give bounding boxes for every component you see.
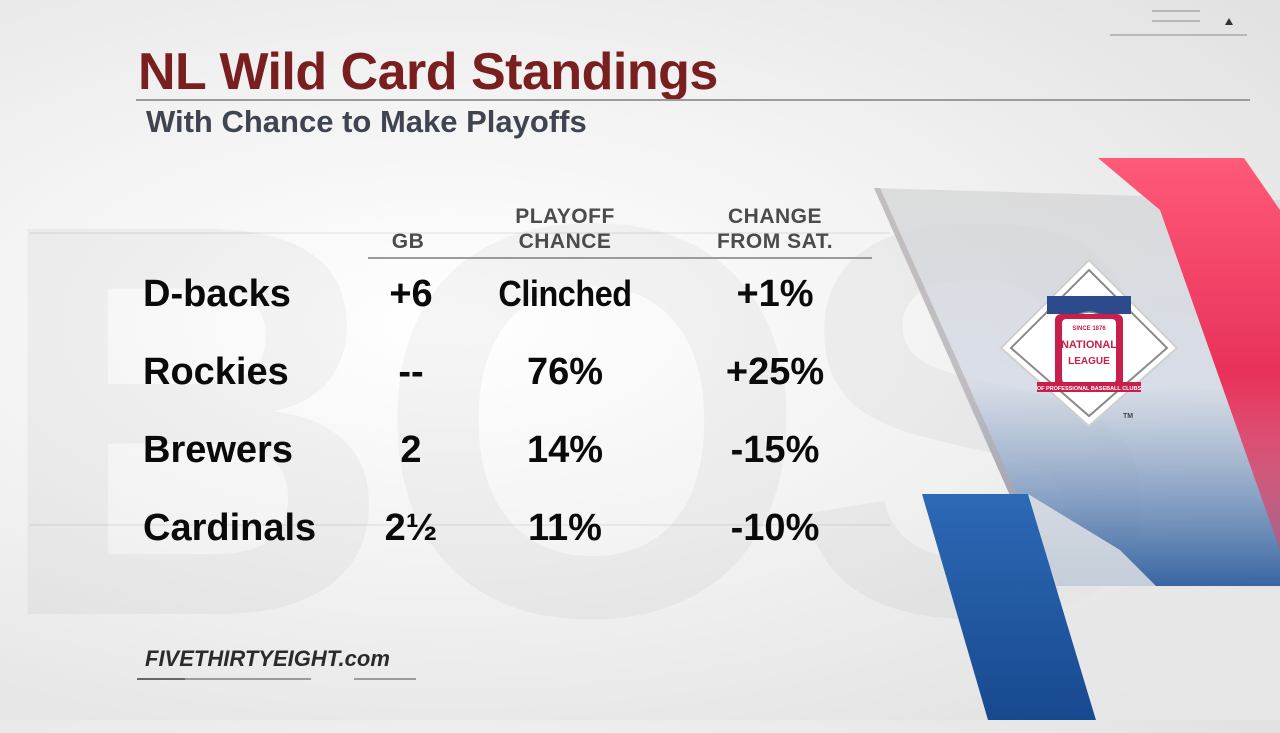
playoff-chance: 14% — [526, 429, 604, 471]
logo-tm-text: TM — [1123, 413, 1133, 420]
team-name: Rockies — [143, 351, 289, 393]
games-back: 2½ — [384, 507, 438, 549]
games-back: +6 — [389, 273, 433, 315]
header-divider — [368, 257, 872, 259]
change-from-sat: +25% — [725, 351, 825, 393]
playoff-chance: 76% — [526, 351, 604, 393]
title-divider — [136, 99, 1250, 101]
playoff-chance: Clinched — [498, 273, 632, 314]
logo-clubs-text: OF PROFESSIONAL BASEBALL CLUBS — [1037, 386, 1142, 392]
menu-icon[interactable] — [1152, 10, 1200, 30]
table-row: Rockies -- 76% +25% — [0, 342, 900, 402]
column-header-change-line2: FROM SAT. — [716, 230, 834, 253]
column-header-gb: GB — [368, 229, 448, 254]
top-divider — [1110, 34, 1247, 36]
triangle-up-icon — [1225, 18, 1233, 25]
column-header-gb-line1: GB — [391, 230, 425, 253]
games-back: -- — [398, 351, 424, 393]
logo-league-text: LEAGUE — [1068, 356, 1110, 367]
change-from-sat: +1% — [736, 273, 814, 315]
table-row: D-backs +6 Clinched +1% — [0, 264, 900, 324]
column-header-change-line1: CHANGE — [727, 205, 822, 228]
logo-national-text: NATIONAL — [1061, 339, 1117, 351]
decorative-stripes — [874, 158, 1280, 720]
column-header-playoff-line1: PLAYOFF — [515, 205, 615, 228]
column-header-change: CHANGE FROM SAT. — [690, 204, 860, 254]
column-header-playoff-chance: PLAYOFF CHANCE — [480, 204, 650, 254]
change-from-sat: -10% — [730, 507, 820, 549]
change-from-sat: -15% — [730, 429, 820, 471]
logo-since-text: SINCE 1876 — [1072, 326, 1106, 332]
playoff-chance: 11% — [528, 507, 602, 549]
bottom-divider-accent — [137, 678, 185, 680]
team-name: D-backs — [143, 273, 291, 315]
page-subtitle: With Chance to Make Playoffs — [146, 104, 587, 139]
page-title: NL Wild Card Standings — [138, 43, 718, 101]
table-row: Brewers 2 14% -15% — [0, 420, 900, 480]
background-band — [30, 232, 890, 526]
games-back: 2 — [400, 429, 422, 471]
team-name: Cardinals — [143, 507, 317, 549]
source-credit: FIVETHIRTYEIGHT.com — [145, 646, 390, 671]
column-header-playoff-line2: CHANCE — [518, 230, 612, 253]
team-name: Brewers — [143, 429, 293, 471]
bottom-divider-short — [354, 678, 416, 680]
national-league-logo: SINCE 1876 NATIONAL LEAGUE OF PROFESSION… — [999, 258, 1179, 428]
bottom-divider — [185, 678, 311, 680]
table-row: Cardinals 2½ 11% -10% — [0, 498, 900, 558]
